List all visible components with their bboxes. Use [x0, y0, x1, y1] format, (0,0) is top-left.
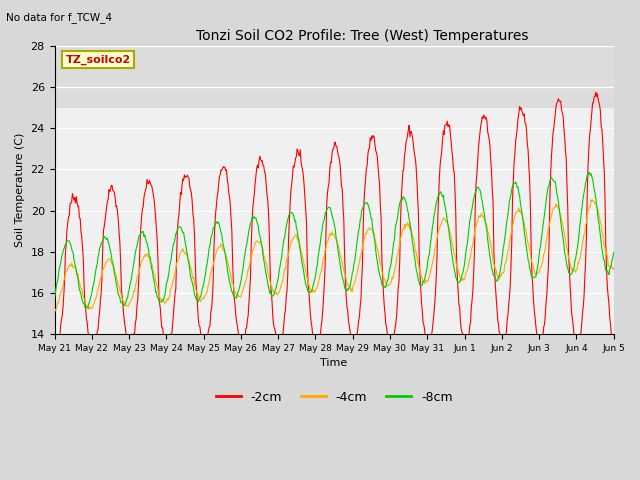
Bar	[54, 46, 614, 108]
Title: Tonzi Soil CO2 Profile: Tree (West) Temperatures: Tonzi Soil CO2 Profile: Tree (West) Temp…	[196, 29, 528, 43]
Y-axis label: Soil Temperature (C): Soil Temperature (C)	[15, 133, 25, 247]
Legend: -2cm, -4cm, -8cm: -2cm, -4cm, -8cm	[211, 385, 458, 408]
Text: No data for f_TCW_4: No data for f_TCW_4	[6, 12, 113, 23]
Text: TZ_soilco2: TZ_soilco2	[66, 55, 131, 65]
X-axis label: Time: Time	[321, 359, 348, 369]
